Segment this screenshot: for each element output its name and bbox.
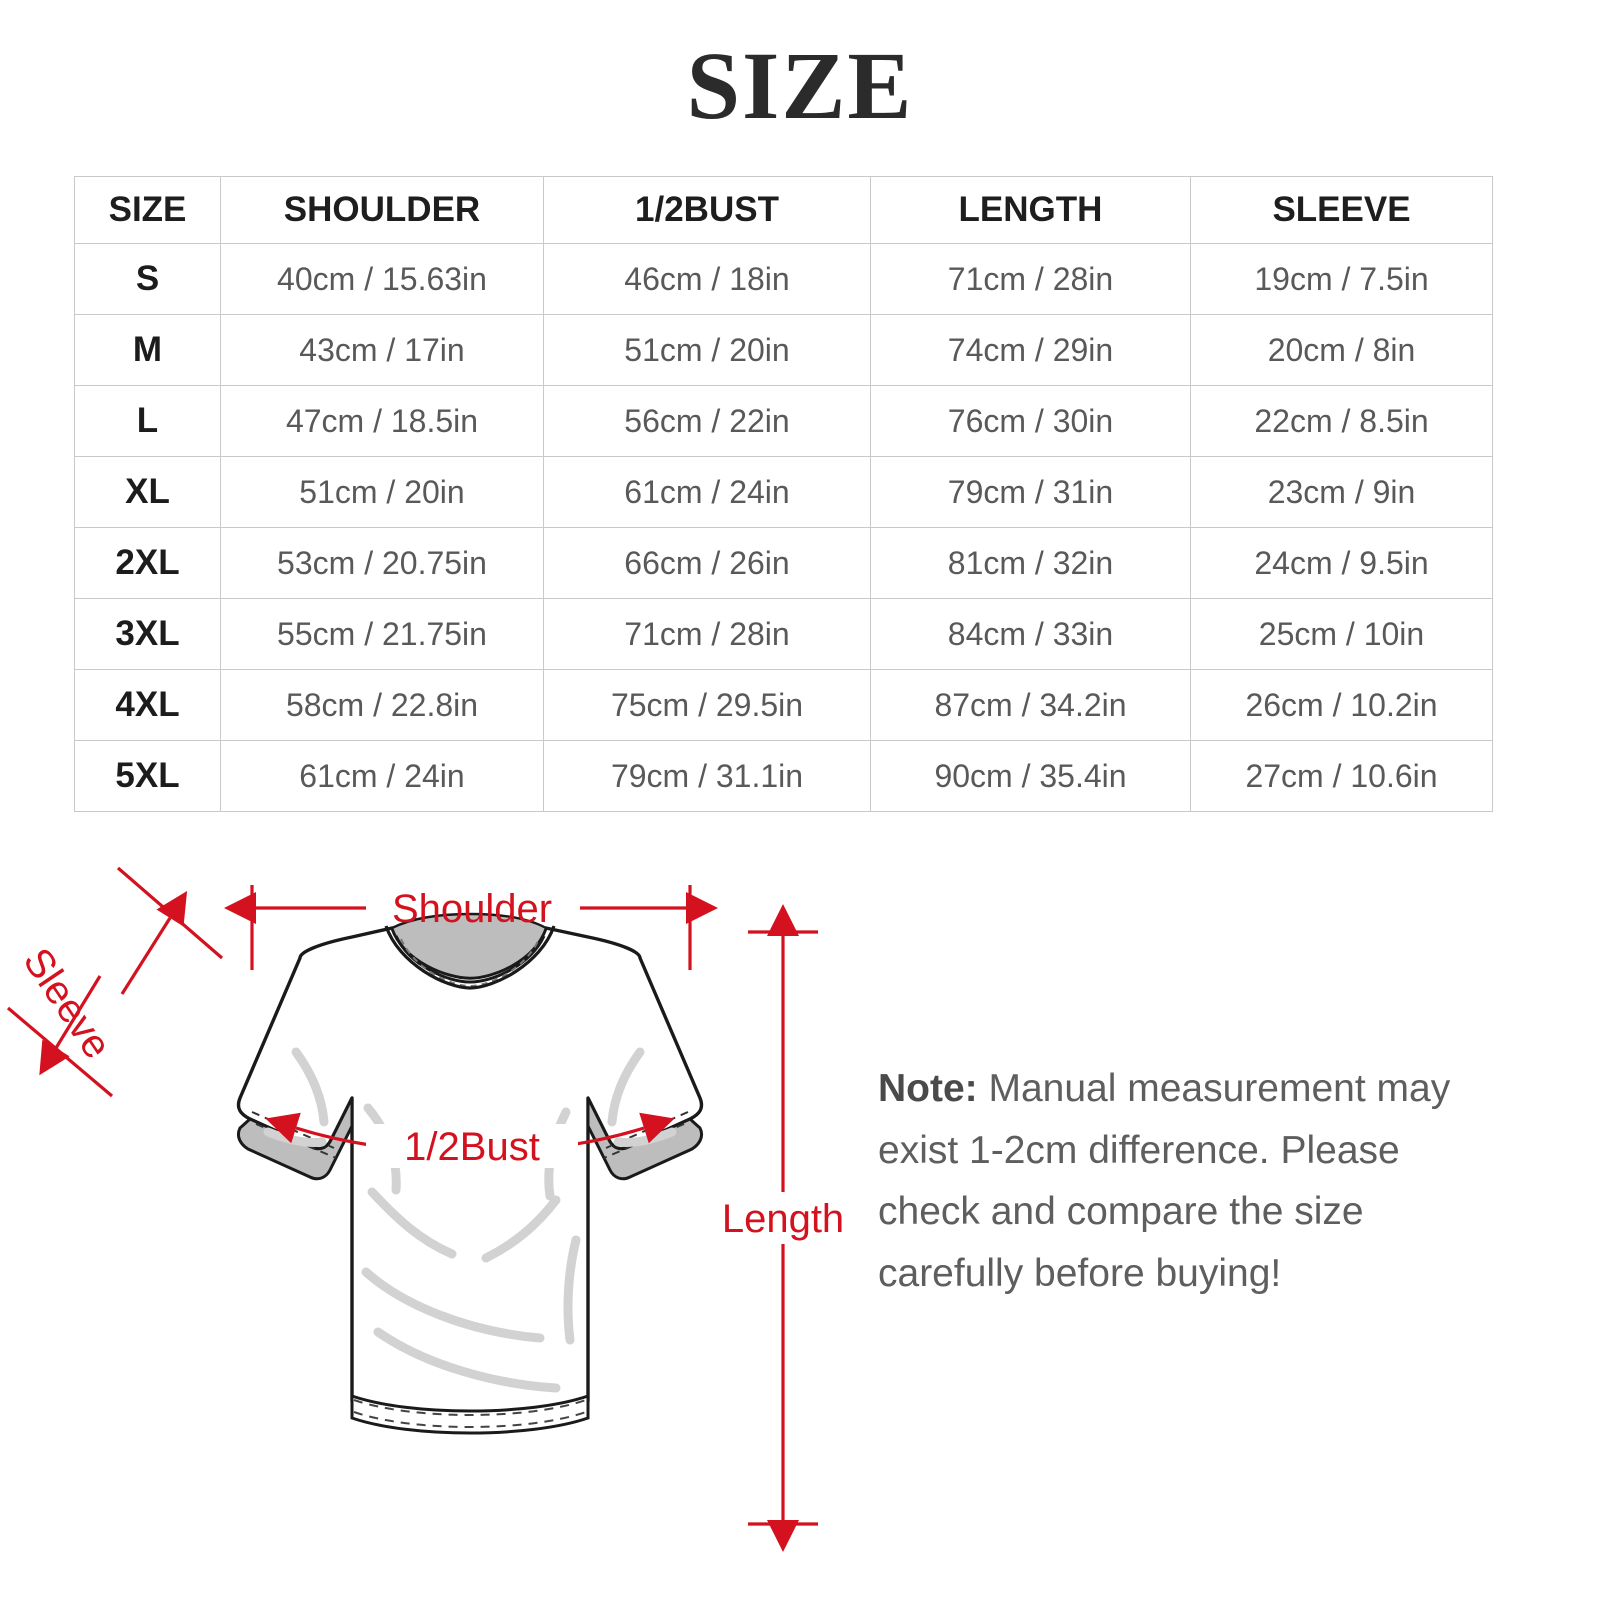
cell-shoulder: 61cm / 24in	[220, 740, 544, 812]
table-row: 5XL 61cm / 24in 79cm / 31.1in 90cm / 35.…	[74, 740, 1493, 812]
page-title: SIZE	[686, 32, 914, 139]
table-row: 2XL 53cm / 20.75in 66cm / 26in 81cm / 32…	[74, 527, 1493, 599]
bust-label: 1/2Bust	[404, 1125, 540, 1169]
tshirt-illustration	[236, 912, 704, 1435]
shoulder-dimension: Shoulder	[224, 885, 718, 970]
cell-sleeve: 19cm / 7.5in	[1190, 243, 1493, 315]
sleeve-tick-top	[116, 866, 224, 960]
cell-sleeve: 20cm / 8in	[1190, 314, 1493, 386]
sleeve-arrow-down	[39, 975, 102, 1076]
column-header-size: SIZE	[74, 176, 221, 244]
cell-size: M	[74, 314, 221, 386]
length-dimension: Length	[722, 904, 844, 1552]
table-row: M 43cm / 17in 51cm / 20in 74cm / 29in 20…	[74, 314, 1493, 386]
cell-size: 4XL	[74, 669, 221, 741]
cell-length: 71cm / 28in	[870, 243, 1191, 315]
cell-bust: 71cm / 28in	[543, 598, 871, 670]
cell-sleeve: 27cm / 10.6in	[1190, 740, 1493, 812]
cell-size: 3XL	[74, 598, 221, 670]
cell-length: 74cm / 29in	[870, 314, 1191, 386]
cell-sleeve: 26cm / 10.2in	[1190, 669, 1493, 741]
table-row: L 47cm / 18.5in 56cm / 22in 76cm / 30in …	[74, 385, 1493, 457]
sleeve-dimension: Sleeve	[6, 866, 224, 1098]
cell-size: XL	[74, 456, 221, 528]
cell-sleeve: 24cm / 9.5in	[1190, 527, 1493, 599]
cell-length: 76cm / 30in	[870, 385, 1191, 457]
cell-length: 81cm / 32in	[870, 527, 1191, 599]
cell-shoulder: 58cm / 22.8in	[220, 669, 544, 741]
cell-shoulder: 53cm / 20.75in	[220, 527, 544, 599]
table-header-row: SIZE SHOULDER 1/2BUST LENGTH SLEEVE	[74, 176, 1493, 244]
table-row: S 40cm / 15.63in 46cm / 18in 71cm / 28in…	[74, 243, 1493, 315]
cell-bust: 66cm / 26in	[543, 527, 871, 599]
note-text: Manual measurement may exist 1-2cm diffe…	[878, 1067, 1451, 1295]
cell-bust: 75cm / 29.5in	[543, 669, 871, 741]
cell-length: 79cm / 31in	[870, 456, 1191, 528]
note-block: Note: Manual measurement may exist 1-2cm…	[878, 1058, 1508, 1304]
tshirt-measurement-diagram: Shoulder Sleeve 1/2Bust Length	[0, 840, 880, 1560]
column-header-bust: 1/2BUST	[543, 176, 871, 244]
cell-size: S	[74, 243, 221, 315]
cell-sleeve: 23cm / 9in	[1190, 456, 1493, 528]
column-header-sleeve: SLEEVE	[1190, 176, 1493, 244]
cell-length: 90cm / 35.4in	[870, 740, 1191, 812]
cell-size: 5XL	[74, 740, 221, 812]
cell-length: 84cm / 33in	[870, 598, 1191, 670]
table-row: 4XL 58cm / 22.8in 75cm / 29.5in 87cm / 3…	[74, 669, 1493, 741]
table-row: XL 51cm / 20in 61cm / 24in 79cm / 31in 2…	[74, 456, 1493, 528]
cell-length: 87cm / 34.2in	[870, 669, 1191, 741]
cell-shoulder: 40cm / 15.63in	[220, 243, 544, 315]
cell-size: 2XL	[74, 527, 221, 599]
cell-size: L	[74, 385, 221, 457]
cell-bust: 56cm / 22in	[543, 385, 871, 457]
table-row: 3XL 55cm / 21.75in 71cm / 28in 84cm / 33…	[74, 598, 1493, 670]
length-label: Length	[722, 1197, 844, 1241]
sleeve-label: Sleeve	[15, 940, 120, 1066]
shoulder-label: Shoulder	[392, 887, 552, 931]
size-chart-table: SIZE SHOULDER 1/2BUST LENGTH SLEEVE S 40…	[74, 176, 1493, 812]
cell-shoulder: 55cm / 21.75in	[220, 598, 544, 670]
cell-shoulder: 43cm / 17in	[220, 314, 544, 386]
cell-sleeve: 22cm / 8.5in	[1190, 385, 1493, 457]
cell-bust: 51cm / 20in	[543, 314, 871, 386]
cell-bust: 61cm / 24in	[543, 456, 871, 528]
note-label: Note:	[878, 1067, 978, 1110]
cell-sleeve: 25cm / 10in	[1190, 598, 1493, 670]
column-header-length: LENGTH	[870, 176, 1191, 244]
column-header-shoulder: SHOULDER	[220, 176, 544, 244]
sleeve-arrow-up	[120, 890, 188, 995]
cell-shoulder: 51cm / 20in	[220, 456, 544, 528]
cell-shoulder: 47cm / 18.5in	[220, 385, 544, 457]
bust-dimension: 1/2Bust	[265, 1112, 675, 1169]
cell-bust: 79cm / 31.1in	[543, 740, 871, 812]
cell-bust: 46cm / 18in	[543, 243, 871, 315]
